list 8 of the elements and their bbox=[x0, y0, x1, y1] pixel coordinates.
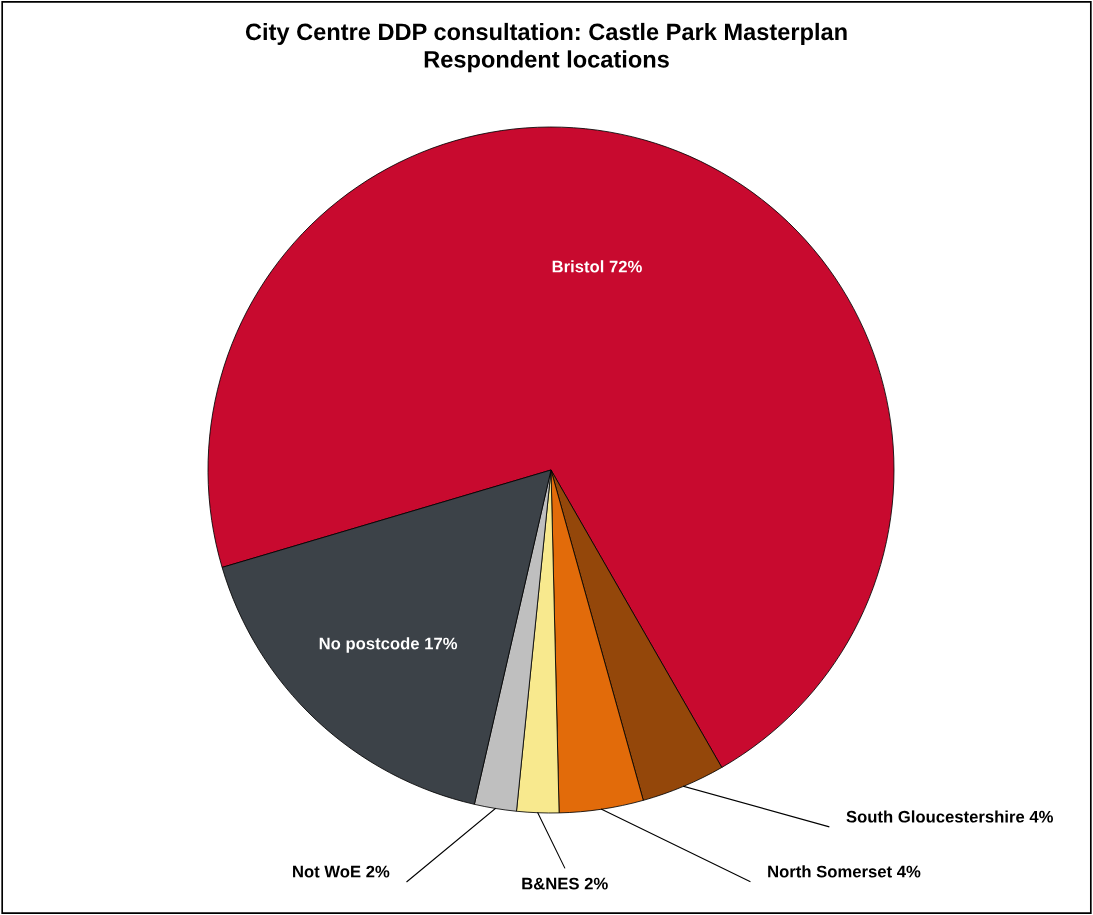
chart-title: City Centre DDP consultation: Castle Park Masterplan bbox=[245, 22, 847, 45]
slice-label: No postcode 17% bbox=[319, 637, 458, 653]
chart-subtitle: Respondent locations bbox=[424, 50, 669, 73]
slice-label: North Somerset 4% bbox=[768, 865, 921, 878]
slice-label: B&NES 2% bbox=[522, 877, 608, 890]
slice-label: Bristol 72% bbox=[552, 260, 642, 273]
slice-label: South Gloucestershire 4% bbox=[846, 810, 1053, 823]
slice-label: Not WoE 2% bbox=[293, 865, 390, 878]
